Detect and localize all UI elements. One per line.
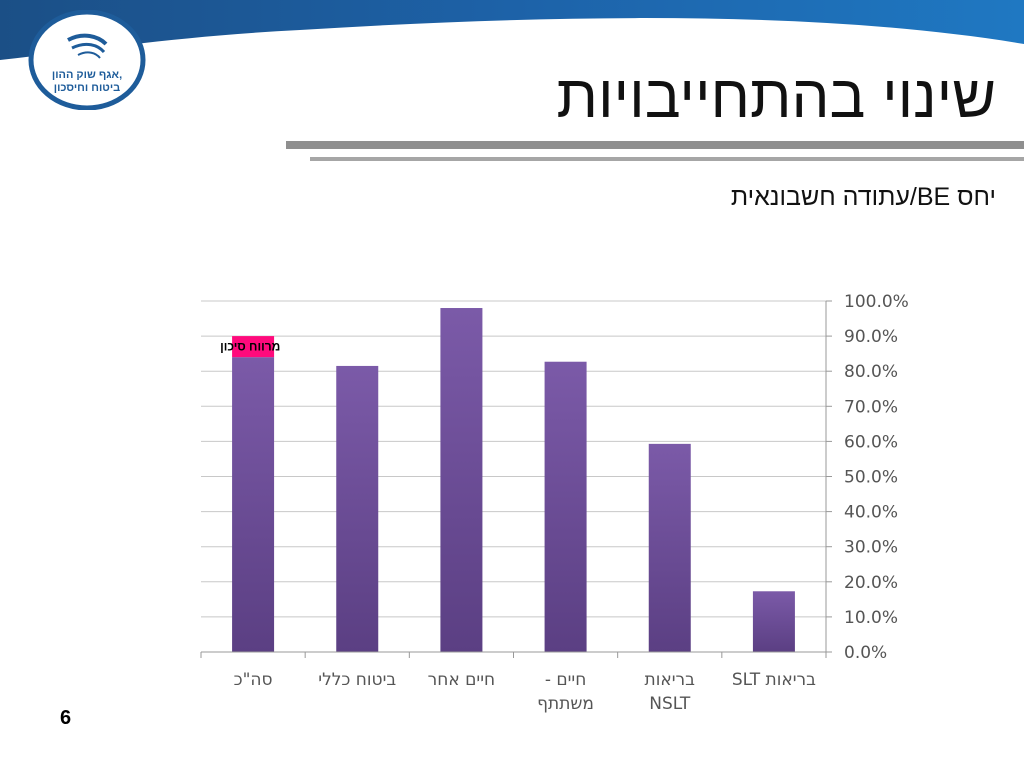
y-tick-label: 90.0% xyxy=(844,327,898,347)
bar-base xyxy=(648,443,691,652)
title-rule-thick xyxy=(286,141,1024,149)
y-tick-label: 0.0% xyxy=(844,643,887,663)
logo-text-line2: ביטוח וחיסכון xyxy=(54,82,120,94)
x-category-label: בריאות SLT xyxy=(732,670,816,690)
logo-text-line1: אגף שוק ההון, xyxy=(52,69,122,81)
bar-base xyxy=(544,361,587,652)
x-category-label: חיים - xyxy=(545,670,587,690)
x-category-label: בריאות xyxy=(645,670,696,690)
title-rule-thin xyxy=(310,157,1024,161)
y-tick-label: 70.0% xyxy=(844,397,898,417)
page-subtitle: יחס BE/עתודה חשבונאית xyxy=(730,183,996,211)
top-banner xyxy=(0,0,1024,60)
page-number: 6 xyxy=(60,707,72,729)
bar-risk-margin xyxy=(232,336,275,358)
x-category-label: משתתף xyxy=(537,694,594,714)
y-tick-label: 80.0% xyxy=(844,362,898,382)
bar-base xyxy=(232,357,275,652)
x-category-label: סה"כ xyxy=(234,670,273,690)
x-category-label: חיים אחר xyxy=(428,670,495,690)
y-tick-label: 40.0% xyxy=(844,503,898,523)
logo: אגף שוק ההון, ביטוח וחיסכון xyxy=(28,9,146,111)
y-tick-label: 50.0% xyxy=(844,468,898,488)
bar-base xyxy=(336,365,379,652)
x-category-label: ביטוח כללי xyxy=(318,670,396,690)
y-tick-label: 60.0% xyxy=(844,432,898,452)
y-tick-label: 30.0% xyxy=(844,538,898,558)
y-tick-label: 100.0% xyxy=(844,292,909,312)
y-tick-label: 10.0% xyxy=(844,608,898,628)
bar-base xyxy=(752,591,795,652)
risk-margin-annotation: מרווח סיכון xyxy=(220,340,280,354)
y-tick-label: 20.0% xyxy=(844,573,898,593)
x-category-label: NSLT xyxy=(649,694,691,714)
bar-base xyxy=(440,308,483,652)
page-title: שינוי בהתחייבויות xyxy=(556,63,996,130)
